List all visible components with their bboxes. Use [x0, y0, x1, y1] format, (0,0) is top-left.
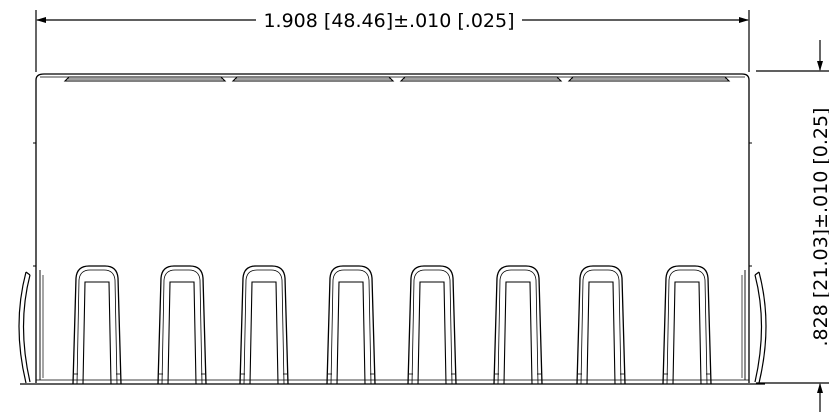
contact-finger: [493, 265, 543, 385]
width-dimension: [35, 10, 750, 72]
part-outline: [20, 73, 765, 385]
top-tab: [399, 76, 563, 82]
top-tab: [231, 76, 395, 82]
contact-fingers: [72, 265, 712, 385]
top-edge: [35, 73, 750, 81]
top-tab: [567, 76, 731, 82]
contact-finger: [326, 265, 376, 385]
top-tab: [63, 76, 227, 82]
contact-finger: [72, 265, 122, 385]
contact-finger: [239, 265, 289, 385]
contact-finger: [407, 265, 457, 385]
contact-finger: [157, 265, 207, 385]
height-dimension: [756, 40, 829, 412]
height-dimension-label: .828 [21.03]±.010 [0.25]: [810, 108, 829, 347]
contact-finger: [662, 265, 712, 385]
top-tabs: [63, 76, 731, 82]
contact-finger: [576, 265, 626, 385]
spring-clip-left: [18, 271, 31, 384]
spring-clip-right: [754, 271, 767, 384]
width-dimension-label: 1.908 [48.46]±.010 [.025]: [263, 10, 514, 32]
